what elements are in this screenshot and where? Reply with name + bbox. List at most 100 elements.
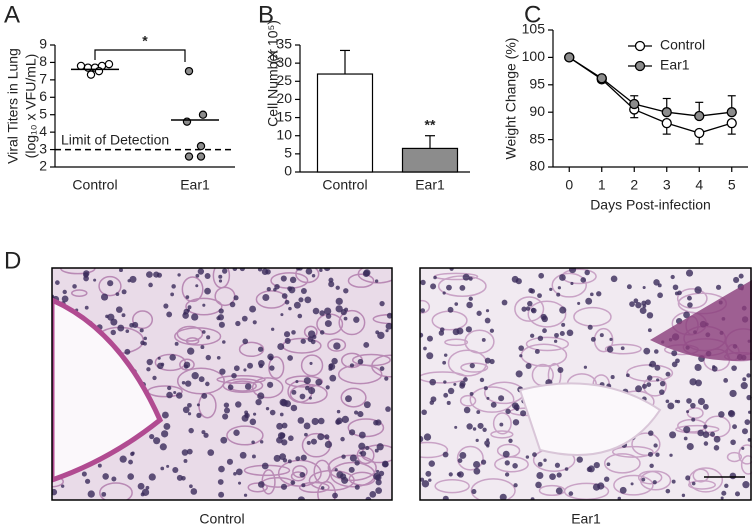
cell bbox=[315, 378, 323, 386]
cell bbox=[635, 385, 643, 393]
cell bbox=[374, 279, 379, 283]
cell bbox=[139, 328, 144, 333]
cell bbox=[593, 461, 600, 469]
cell bbox=[359, 451, 363, 455]
tissue bbox=[347, 273, 375, 288]
cell bbox=[247, 362, 254, 369]
cell bbox=[667, 402, 675, 410]
cell bbox=[166, 464, 170, 468]
cell bbox=[324, 268, 331, 272]
cell bbox=[287, 459, 292, 464]
cell bbox=[121, 289, 127, 295]
cell bbox=[671, 350, 678, 357]
cell bbox=[61, 295, 69, 303]
cell bbox=[235, 320, 241, 327]
cell bbox=[479, 377, 485, 383]
cell bbox=[290, 404, 298, 412]
cell bbox=[335, 305, 343, 313]
tissue bbox=[675, 424, 720, 434]
cell bbox=[542, 328, 547, 334]
cell bbox=[196, 403, 200, 407]
cell bbox=[674, 399, 678, 403]
cell bbox=[257, 481, 265, 488]
cell bbox=[222, 340, 226, 344]
cell bbox=[647, 451, 654, 457]
tissue bbox=[247, 482, 268, 493]
y-tick-label: 85 bbox=[529, 130, 545, 146]
cell bbox=[300, 287, 307, 294]
cell bbox=[376, 443, 384, 451]
cell bbox=[358, 431, 366, 439]
tissue bbox=[573, 306, 612, 327]
cell bbox=[166, 391, 173, 399]
cell bbox=[641, 477, 646, 482]
y-tick-label: 95 bbox=[529, 76, 545, 92]
cell bbox=[742, 481, 750, 489]
cell bbox=[81, 471, 87, 477]
cell bbox=[566, 329, 574, 337]
cell bbox=[127, 473, 134, 480]
cell bbox=[369, 490, 377, 498]
cell bbox=[568, 491, 574, 496]
cell bbox=[307, 330, 316, 338]
cell bbox=[527, 300, 533, 307]
airway bbox=[518, 382, 662, 456]
cell bbox=[426, 352, 434, 360]
cell bbox=[723, 378, 729, 383]
reference-label: Limit of Detection bbox=[61, 131, 169, 147]
cell bbox=[100, 293, 109, 301]
cell bbox=[446, 400, 451, 405]
cell bbox=[269, 409, 276, 416]
cell bbox=[277, 343, 285, 351]
cell bbox=[105, 314, 109, 319]
cell bbox=[599, 333, 604, 338]
cell bbox=[442, 291, 446, 295]
cell bbox=[633, 298, 639, 304]
series-line bbox=[568, 56, 732, 134]
cell bbox=[249, 418, 257, 426]
cell bbox=[375, 479, 382, 486]
cell bbox=[536, 471, 544, 480]
tissue bbox=[444, 338, 469, 347]
significance-bracket bbox=[94, 49, 186, 62]
cell bbox=[515, 278, 522, 285]
cell bbox=[218, 279, 223, 283]
cell bbox=[481, 337, 486, 342]
cell bbox=[340, 436, 345, 442]
cell bbox=[376, 469, 380, 474]
cell bbox=[251, 440, 255, 445]
cell bbox=[265, 406, 270, 411]
point bbox=[94, 66, 104, 76]
cell bbox=[425, 470, 432, 477]
cell bbox=[204, 273, 211, 279]
cell bbox=[606, 462, 611, 467]
tissue bbox=[490, 430, 514, 439]
cell bbox=[421, 480, 430, 488]
cell bbox=[528, 288, 534, 294]
cell bbox=[530, 307, 536, 313]
cell bbox=[324, 434, 330, 440]
cell bbox=[690, 402, 696, 409]
cell bbox=[502, 450, 510, 458]
cell bbox=[52, 488, 58, 496]
point bbox=[83, 63, 93, 72]
cell bbox=[580, 277, 587, 283]
cell bbox=[513, 483, 518, 488]
cell bbox=[741, 446, 745, 450]
cell bbox=[564, 467, 569, 471]
cell bbox=[430, 283, 437, 290]
cell bbox=[585, 297, 593, 305]
cell bbox=[187, 305, 192, 310]
cell bbox=[185, 380, 192, 387]
cell bbox=[183, 459, 188, 463]
cell bbox=[645, 299, 651, 306]
point bbox=[694, 110, 705, 122]
y-tick-label: 5 bbox=[284, 145, 292, 161]
cell bbox=[508, 438, 513, 443]
point bbox=[184, 66, 194, 76]
cell bbox=[454, 425, 458, 429]
cell bbox=[83, 272, 89, 278]
cell bbox=[484, 440, 490, 447]
cell bbox=[185, 295, 190, 299]
cell bbox=[549, 287, 553, 291]
